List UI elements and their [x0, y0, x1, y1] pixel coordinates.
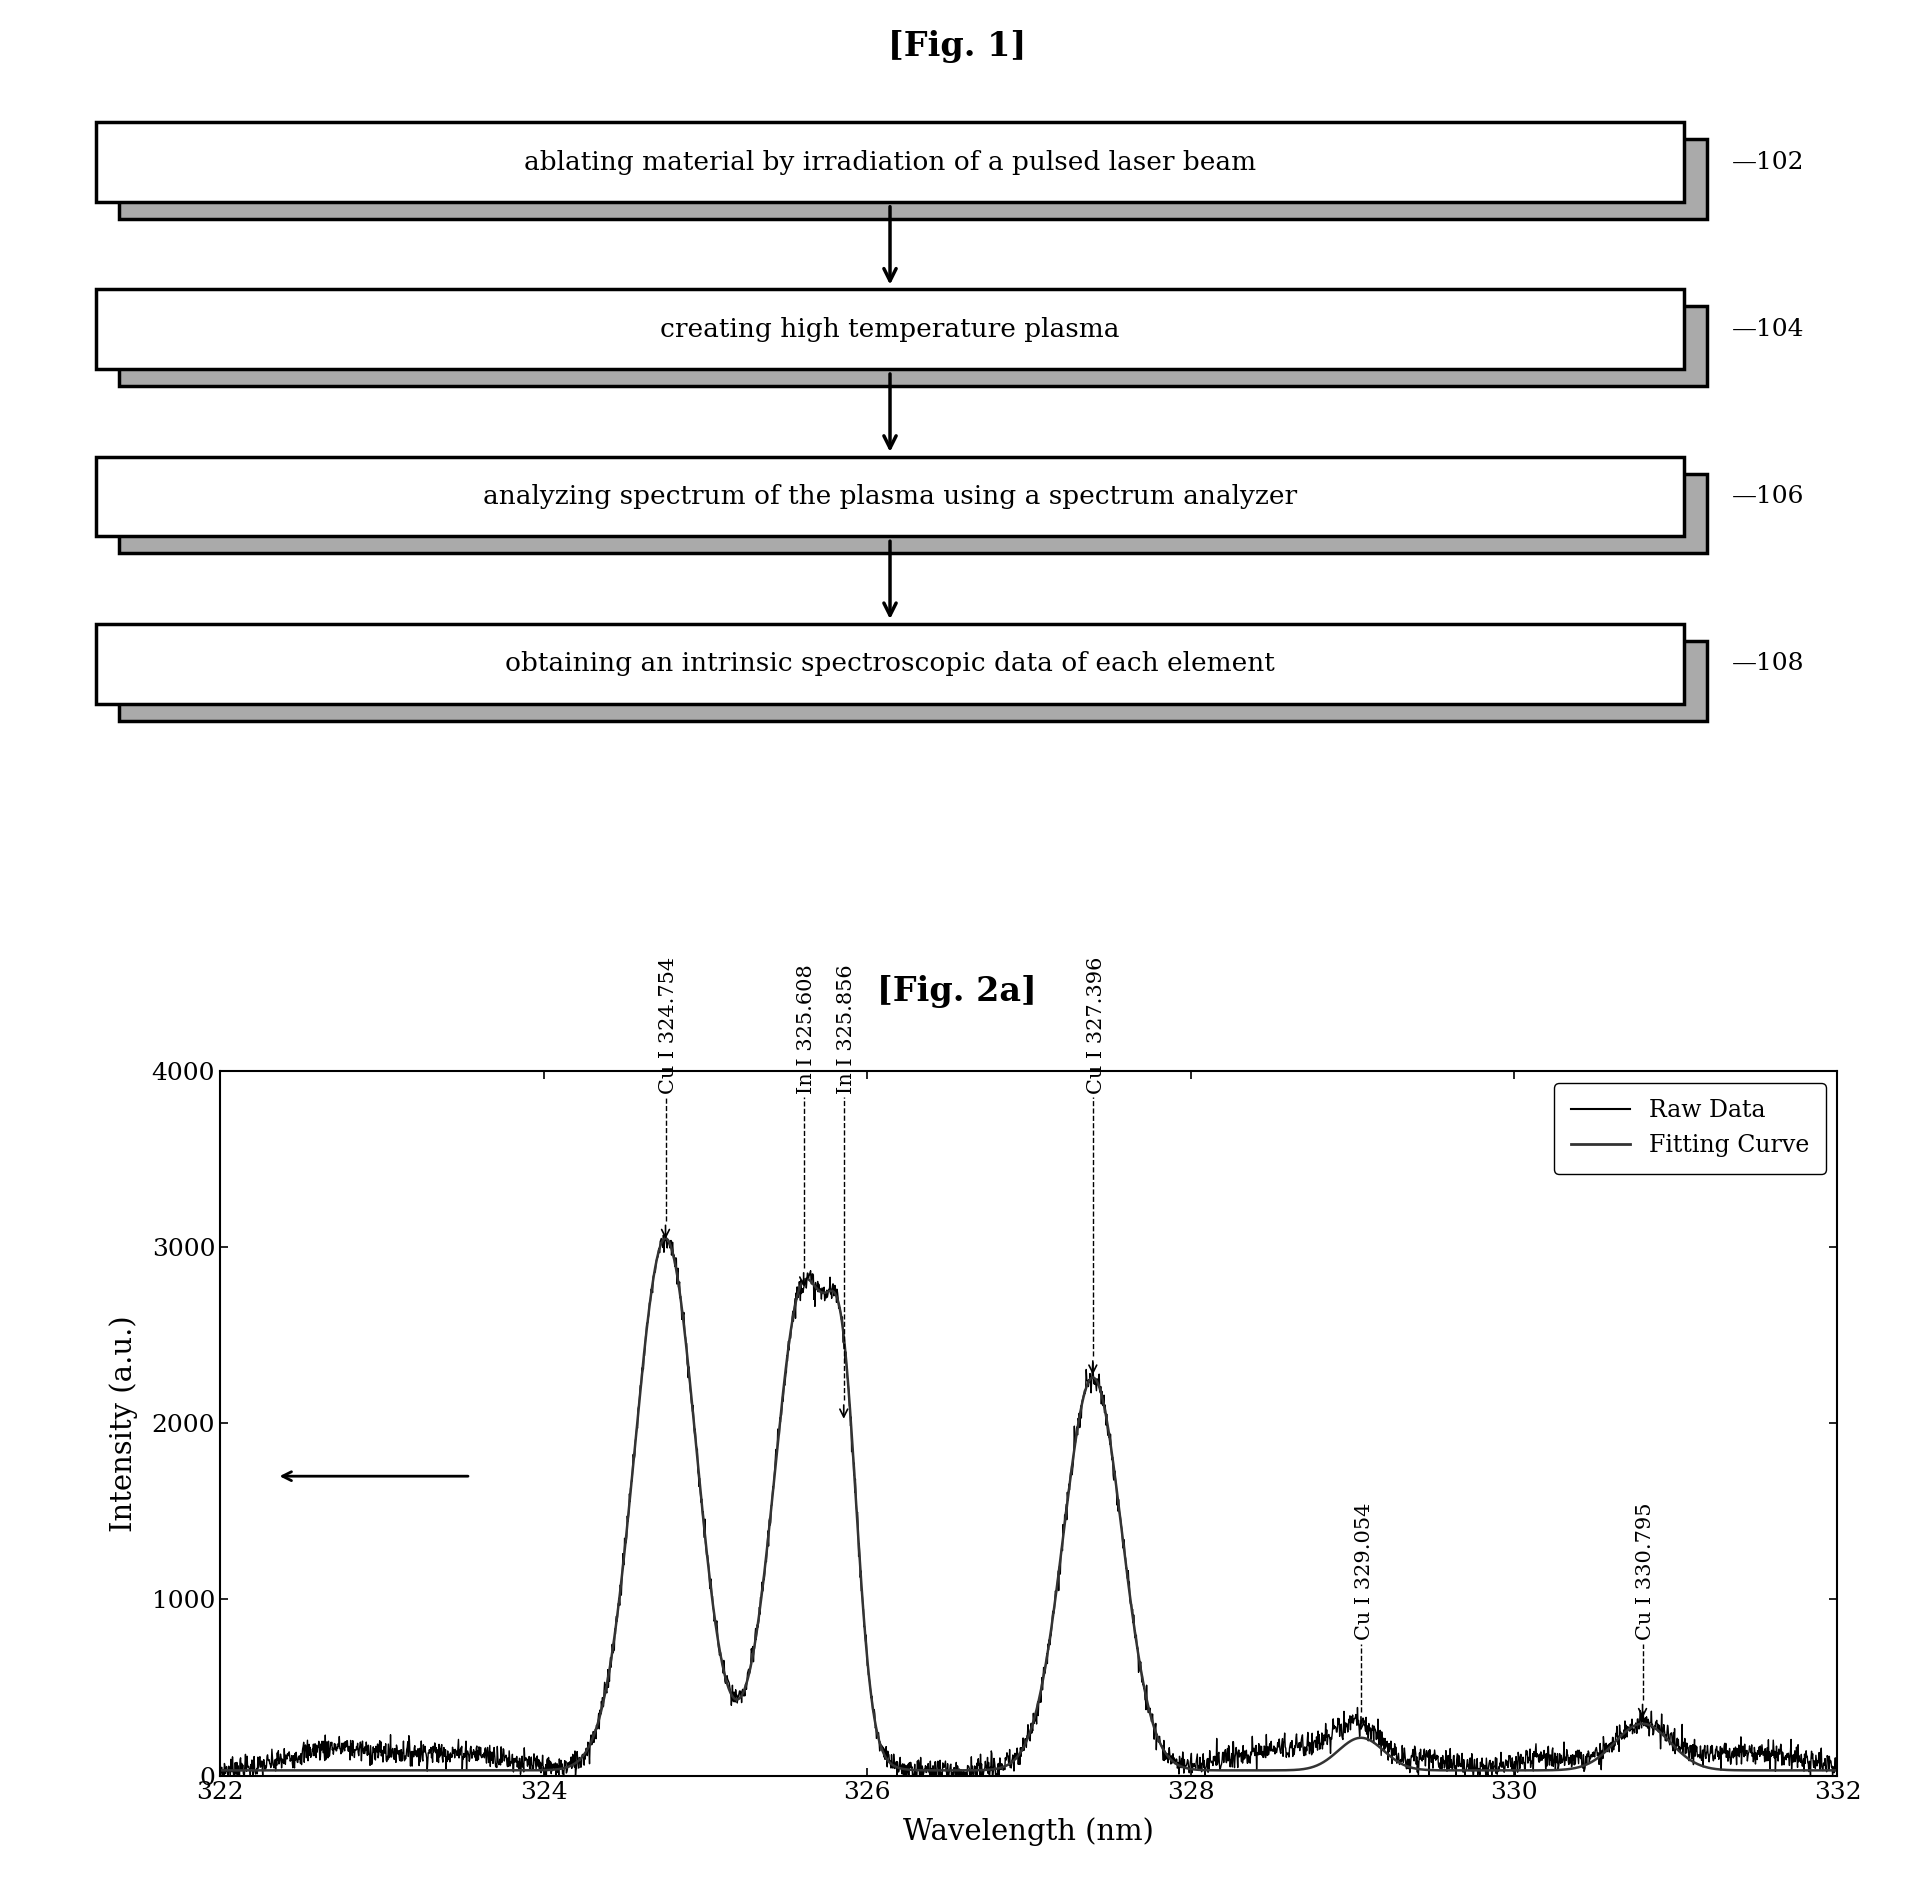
Raw Data — [655, 1221, 678, 1244]
Fitting Curve — [829, 1304, 852, 1327]
Text: analyzing spectrum of the plasma using a spectrum analyzer: analyzing spectrum of the plasma using a… — [482, 485, 1298, 509]
Fitting Curve — [209, 1759, 232, 1781]
Text: Cu I 329.054: Cu I 329.054 — [1355, 1503, 1374, 1640]
Y-axis label: Intensity (a.u.): Intensity (a.u.) — [109, 1315, 138, 1531]
Fitting Curve — [1826, 1759, 1849, 1781]
Text: —108: —108 — [1732, 652, 1805, 675]
Bar — [96, 289, 1684, 370]
Fitting Curve — [392, 1759, 415, 1781]
X-axis label: Wavelength (nm): Wavelength (nm) — [903, 1817, 1154, 1847]
Raw Data — [490, 1736, 513, 1759]
Text: —106: —106 — [1732, 485, 1805, 507]
Text: obtaining an intrinsic spectroscopic data of each element: obtaining an intrinsic spectroscopic dat… — [505, 652, 1275, 676]
Text: —102: —102 — [1732, 150, 1805, 173]
Text: Cu I 330.795: Cu I 330.795 — [1636, 1503, 1656, 1640]
Polygon shape — [119, 306, 1707, 387]
Bar — [96, 457, 1684, 537]
Raw Data — [209, 1747, 232, 1770]
Fitting Curve — [900, 1759, 923, 1781]
Fitting Curve — [655, 1227, 678, 1250]
Raw Data — [394, 1746, 417, 1768]
Text: [Fig. 2a]: [Fig. 2a] — [877, 975, 1037, 1007]
Line: Raw Data: Raw Data — [220, 1233, 1837, 1776]
Fitting Curve — [1621, 1716, 1644, 1738]
Fitting Curve — [490, 1759, 513, 1781]
Text: Cu I 327.396: Cu I 327.396 — [1087, 956, 1106, 1094]
Legend: Raw Data, Fitting Curve: Raw Data, Fitting Curve — [1554, 1082, 1826, 1174]
Text: [Fig. 1]: [Fig. 1] — [888, 30, 1026, 64]
Polygon shape — [119, 641, 1707, 722]
Text: In I 325.856: In I 325.856 — [838, 964, 856, 1094]
Raw Data — [1826, 1753, 1849, 1776]
Raw Data — [900, 1757, 923, 1779]
Line: Fitting Curve: Fitting Curve — [220, 1238, 1837, 1770]
Text: creating high temperature plasma: creating high temperature plasma — [660, 318, 1120, 342]
Polygon shape — [119, 474, 1707, 554]
Text: Cu I 324.754: Cu I 324.754 — [658, 956, 678, 1094]
Fitting Curve — [1795, 1759, 1818, 1781]
Bar — [96, 122, 1684, 203]
Raw Data — [1621, 1723, 1644, 1746]
Text: —104: —104 — [1732, 318, 1805, 340]
Bar — [96, 624, 1684, 705]
Polygon shape — [119, 139, 1707, 220]
Text: ablating material by irradiation of a pulsed laser beam: ablating material by irradiation of a pu… — [524, 150, 1256, 175]
Text: In I 325.608: In I 325.608 — [798, 964, 817, 1094]
Raw Data — [831, 1308, 854, 1330]
Raw Data — [1795, 1746, 1818, 1768]
Raw Data — [212, 1764, 235, 1787]
